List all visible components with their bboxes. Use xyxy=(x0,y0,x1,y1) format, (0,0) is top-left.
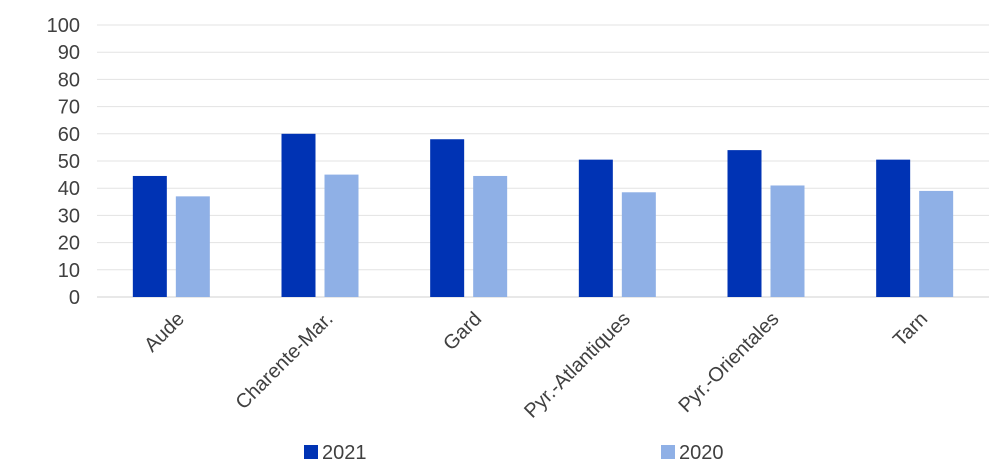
y-tick-label: 70 xyxy=(58,97,80,119)
legend-swatch-2021 xyxy=(304,445,318,459)
x-category-label: Tarn xyxy=(889,308,932,351)
x-category-label: Charente-Mar. xyxy=(232,308,338,414)
y-tick-label: 10 xyxy=(58,260,80,282)
x-category-label: Pyr.-Orientales xyxy=(674,308,783,417)
bar-2020-pyr-orientales xyxy=(770,185,805,297)
bar-2020-aude xyxy=(175,196,210,297)
legend-label-2020: 2020 xyxy=(679,442,724,462)
y-tick-label: 20 xyxy=(58,233,80,255)
bar-2021-tarn xyxy=(876,159,911,297)
x-axis-labels: Aude Charente-Mar. Gard Pyr.-Atlantiques Pyr… xyxy=(140,308,932,423)
bars xyxy=(132,133,954,297)
bar-2021-gard xyxy=(430,139,465,297)
bar-2021-charente-mar- xyxy=(281,133,316,297)
y-tick-label: 30 xyxy=(58,205,80,227)
bar-2020-charente-mar- xyxy=(324,174,359,297)
y-axis-ticks: 0 10 20 30 40 50 60 70 80 90 100 xyxy=(47,15,80,309)
x-category-label: Gard xyxy=(439,308,486,355)
y-tick-label: 0 xyxy=(69,287,80,309)
y-tick-label: 40 xyxy=(58,178,80,200)
y-tick-label: 60 xyxy=(58,124,80,146)
gridlines xyxy=(97,24,989,298)
legend: 2021 2020 xyxy=(304,442,724,462)
bar-2020-pyr-atlantiques xyxy=(621,192,656,297)
bar-2021-pyr-orientales xyxy=(727,150,762,297)
bar-2020-gard xyxy=(473,175,508,297)
bar-2020-tarn xyxy=(919,190,954,297)
bar-2021-aude xyxy=(132,175,167,297)
x-category-label: Aude xyxy=(140,308,189,357)
y-tick-label: 90 xyxy=(58,42,80,64)
bar-2021-pyr-atlantiques xyxy=(578,159,613,297)
y-tick-label: 80 xyxy=(58,69,80,91)
legend-swatch-2020 xyxy=(661,445,675,459)
legend-label-2021: 2021 xyxy=(322,442,367,462)
y-tick-label: 50 xyxy=(58,151,80,173)
y-tick-label: 100 xyxy=(47,15,80,37)
x-category-label: Pyr.-Atlantiques xyxy=(520,308,635,423)
